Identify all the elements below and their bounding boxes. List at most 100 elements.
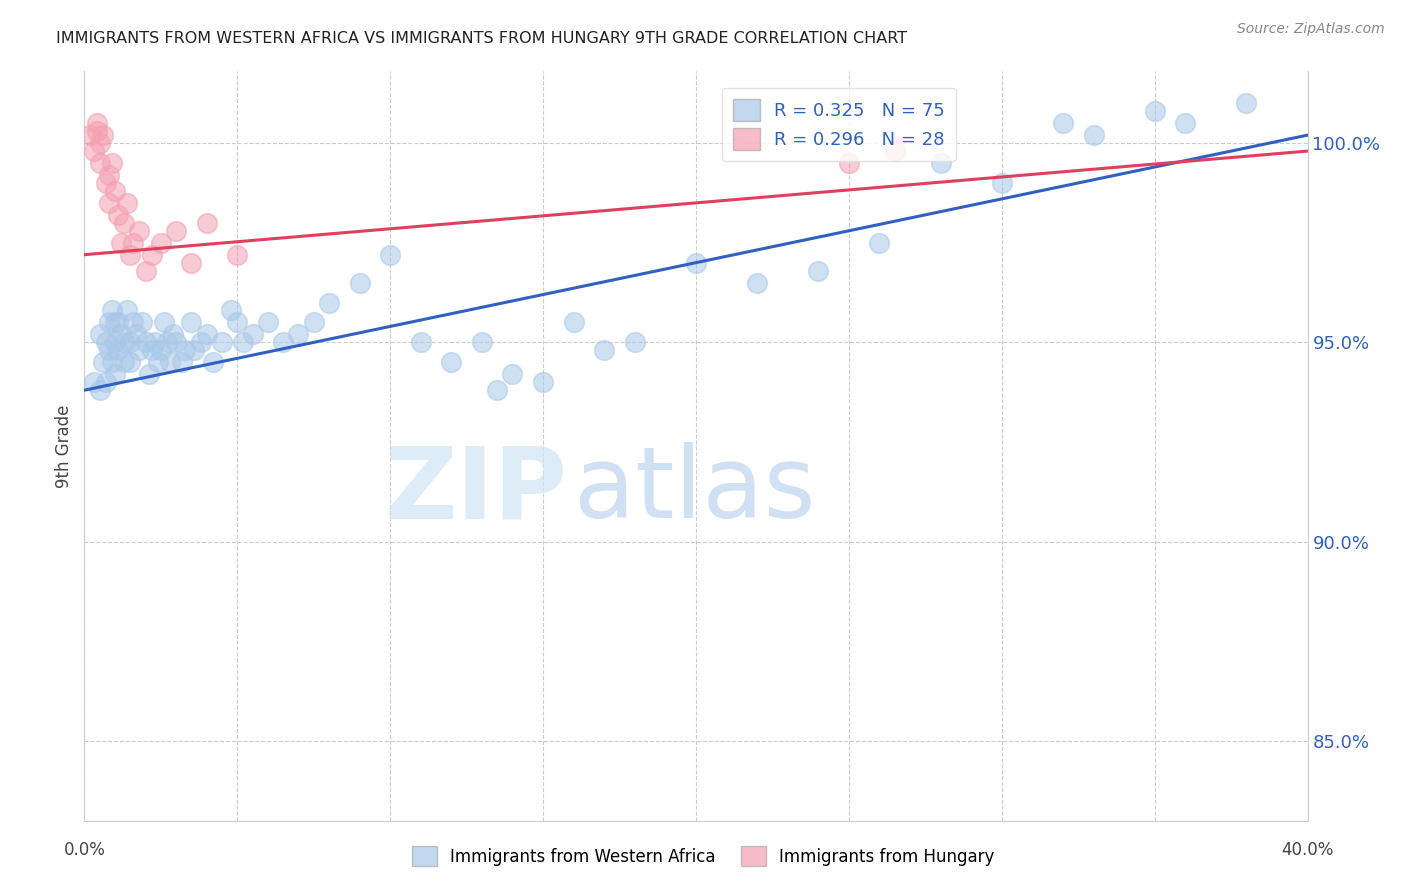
- Point: [89, 327, 111, 342]
- Point: [115, 303, 138, 318]
- Point: [1083, 128, 1105, 142]
- Point: [120, 355, 142, 369]
- Point: [91, 355, 114, 369]
- Point: [146, 355, 169, 369]
- Point: [125, 327, 148, 342]
- Point: [89, 136, 111, 150]
- Point: [104, 315, 127, 329]
- Point: [883, 144, 905, 158]
- Point: [349, 276, 371, 290]
- Point: [180, 315, 202, 329]
- Point: [201, 355, 224, 369]
- Point: [128, 224, 150, 238]
- Point: [110, 235, 132, 250]
- Legend: R = 0.325   N = 75, R = 0.296   N = 28: R = 0.325 N = 75, R = 0.296 N = 28: [723, 88, 956, 161]
- Point: [122, 235, 145, 250]
- Point: [156, 335, 179, 350]
- Text: 0.0%: 0.0%: [63, 840, 105, 859]
- Point: [226, 248, 249, 262]
- Text: atlas: atlas: [574, 442, 815, 540]
- Point: [128, 343, 150, 358]
- Point: [165, 224, 187, 238]
- Point: [135, 263, 157, 277]
- Point: [172, 355, 194, 369]
- Point: [97, 315, 120, 329]
- Point: [159, 355, 181, 369]
- Point: [593, 343, 616, 358]
- Text: IMMIGRANTS FROM WESTERN AFRICA VS IMMIGRANTS FROM HUNGARY 9TH GRADE CORRELATION : IMMIGRANTS FROM WESTERN AFRICA VS IMMIGR…: [56, 31, 907, 46]
- Point: [149, 235, 172, 250]
- Point: [162, 327, 184, 342]
- Point: [153, 315, 176, 329]
- Point: [104, 184, 127, 198]
- Point: [195, 327, 218, 342]
- Point: [97, 343, 120, 358]
- Point: [91, 128, 114, 142]
- Point: [562, 315, 585, 329]
- Point: [1236, 96, 1258, 111]
- Point: [502, 368, 524, 382]
- Point: [79, 128, 101, 142]
- Point: [440, 355, 463, 369]
- Point: [83, 376, 105, 390]
- Point: [318, 295, 340, 310]
- Point: [112, 335, 135, 350]
- Point: [302, 315, 325, 329]
- Point: [97, 195, 120, 210]
- Point: [101, 303, 124, 318]
- Point: [112, 216, 135, 230]
- Point: [165, 335, 187, 350]
- Point: [190, 335, 212, 350]
- Point: [1174, 116, 1197, 130]
- Point: [929, 156, 952, 170]
- Point: [143, 335, 166, 350]
- Point: [685, 255, 707, 269]
- Point: [531, 376, 554, 390]
- Point: [138, 368, 160, 382]
- Point: [807, 263, 830, 277]
- Point: [409, 335, 432, 350]
- Point: [131, 315, 153, 329]
- Point: [380, 248, 402, 262]
- Point: [86, 116, 108, 130]
- Point: [869, 235, 891, 250]
- Point: [271, 335, 294, 350]
- Point: [97, 168, 120, 182]
- Point: [747, 276, 769, 290]
- Point: [94, 376, 117, 390]
- Point: [141, 343, 163, 358]
- Point: [110, 327, 132, 342]
- Point: [135, 335, 157, 350]
- Point: [94, 335, 117, 350]
- Y-axis label: 9th Grade: 9th Grade: [55, 404, 73, 488]
- Point: [83, 144, 105, 158]
- Point: [107, 343, 129, 358]
- Point: [624, 335, 647, 350]
- Point: [86, 124, 108, 138]
- Point: [104, 335, 127, 350]
- Point: [287, 327, 309, 342]
- Point: [107, 315, 129, 329]
- Point: [471, 335, 494, 350]
- Text: Source: ZipAtlas.com: Source: ZipAtlas.com: [1237, 22, 1385, 37]
- Point: [838, 156, 860, 170]
- Point: [107, 208, 129, 222]
- Point: [120, 335, 142, 350]
- Point: [101, 355, 124, 369]
- Point: [183, 343, 205, 358]
- Point: [89, 383, 111, 397]
- Point: [486, 383, 509, 397]
- Legend: Immigrants from Western Africa, Immigrants from Hungary: Immigrants from Western Africa, Immigran…: [405, 839, 1001, 873]
- Point: [112, 355, 135, 369]
- Point: [195, 216, 218, 230]
- Text: 40.0%: 40.0%: [1281, 840, 1334, 859]
- Point: [149, 343, 172, 358]
- Point: [232, 335, 254, 350]
- Point: [226, 315, 249, 329]
- Point: [257, 315, 280, 329]
- Point: [115, 195, 138, 210]
- Point: [242, 327, 264, 342]
- Point: [101, 156, 124, 170]
- Text: ZIP: ZIP: [385, 442, 568, 540]
- Point: [94, 176, 117, 190]
